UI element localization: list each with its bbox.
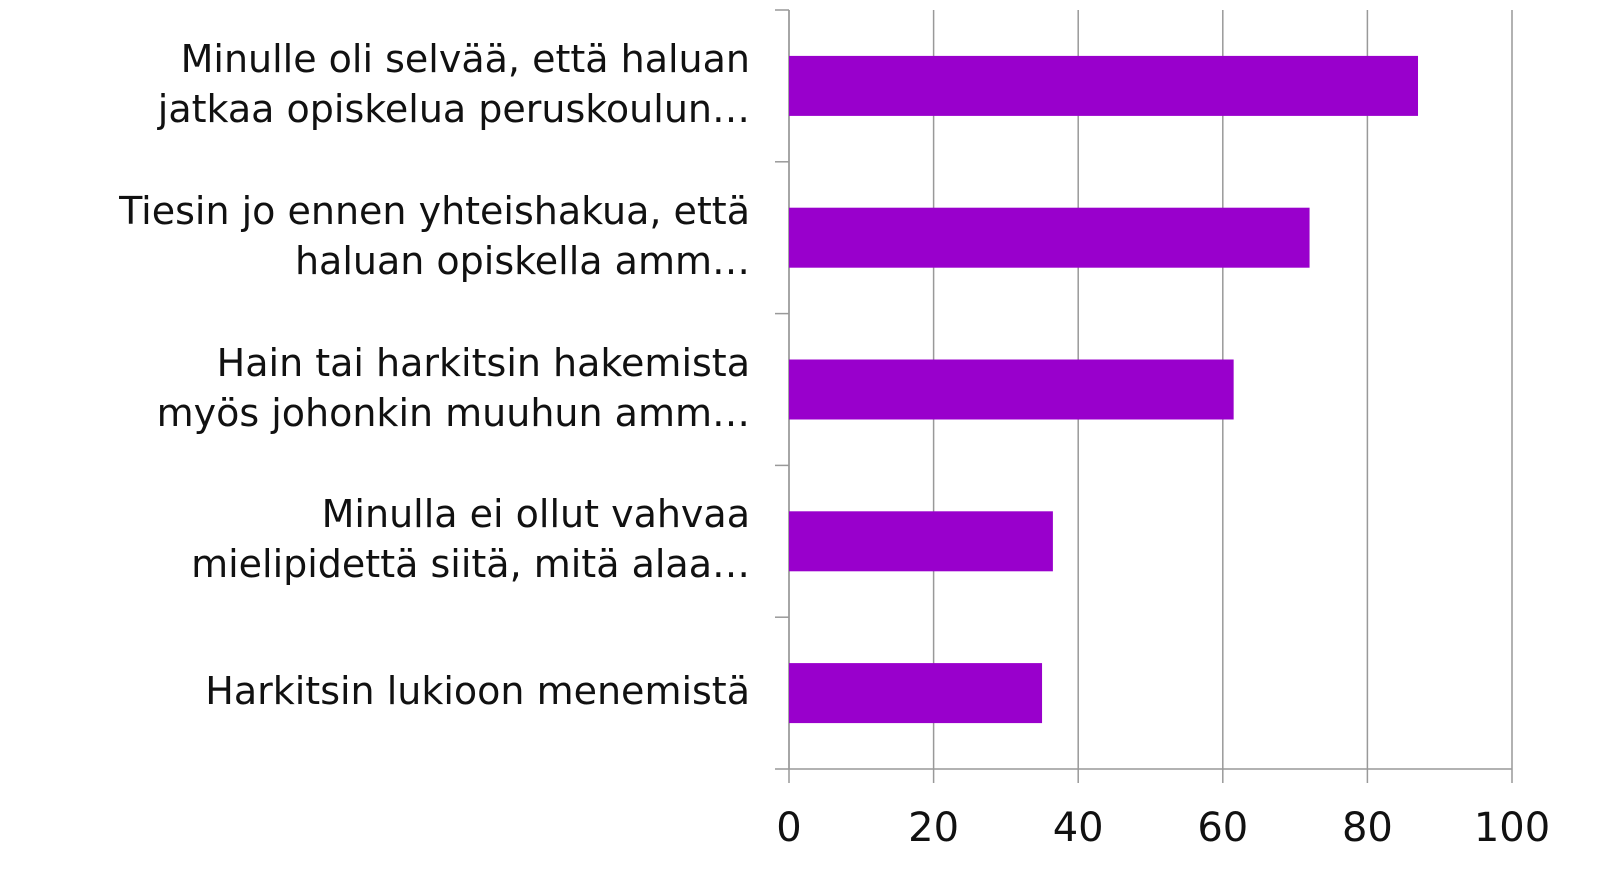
y-tick-label: Tiesin jo ennen yhteishakua, että haluan…: [119, 188, 750, 283]
y-tick-label: Minulla ei ollut vahvaa mielipidettä sii…: [191, 492, 750, 587]
x-tick-label: 100: [1474, 805, 1550, 851]
y-tick-label: Hain tai harkitsin hakemista myös johonk…: [156, 340, 750, 435]
bar: [789, 55, 1419, 116]
x-tick-label: 80: [1342, 805, 1393, 851]
bar: [789, 207, 1310, 268]
y-tick-label: Minulle oli selvää, että haluan jatkaa o…: [157, 36, 750, 131]
x-tick-label: 20: [908, 805, 959, 851]
x-tick-label: 60: [1197, 805, 1248, 851]
bar: [789, 511, 1053, 572]
y-tick-label: Harkitsin lukioon menemistä: [205, 669, 750, 714]
x-tick-label: 40: [1053, 805, 1104, 851]
x-tick-label: 0: [776, 805, 801, 851]
bar: [789, 359, 1234, 420]
bar: [789, 663, 1043, 724]
